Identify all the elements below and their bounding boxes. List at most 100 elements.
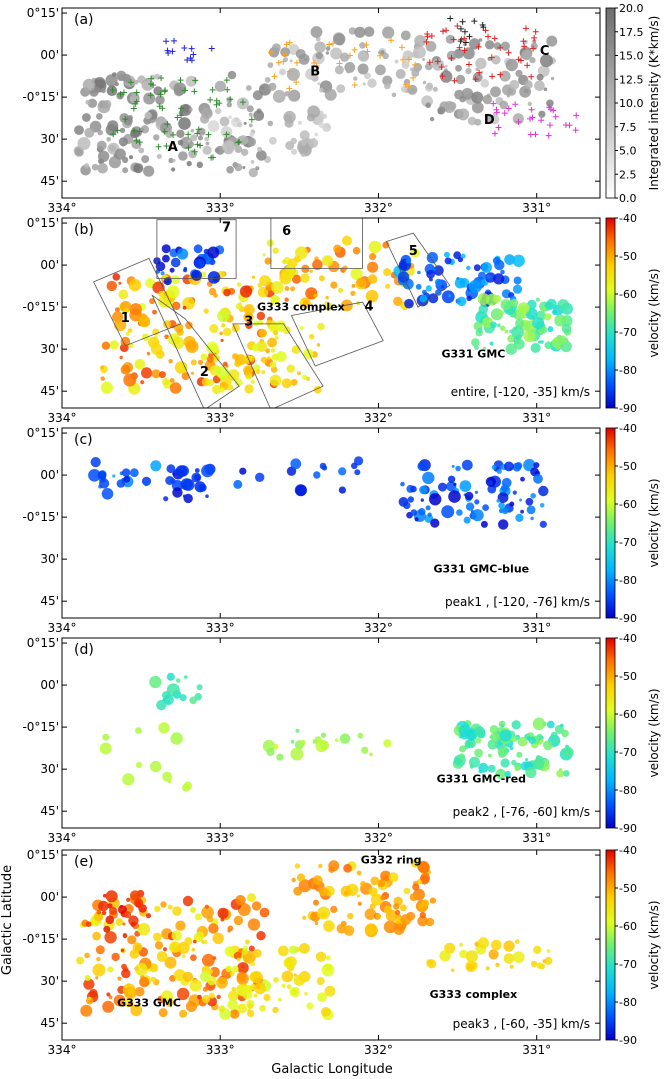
clump-marker-blue xyxy=(188,45,195,52)
emission-blob xyxy=(84,974,91,982)
clump-marker-C xyxy=(438,63,445,70)
emission-group xyxy=(76,859,553,1021)
emission-blob xyxy=(97,150,110,162)
emission-blob xyxy=(100,88,106,94)
emission-blob xyxy=(417,461,427,471)
velocity-range-annotation: peak1 , [-120, -76] km/s xyxy=(445,595,590,609)
emission-blob xyxy=(530,493,536,499)
x-tick-label: 333° xyxy=(206,621,235,635)
emission-blob xyxy=(336,84,346,93)
emission-blob xyxy=(228,990,239,1002)
emission-blob xyxy=(286,68,300,81)
emission-blob xyxy=(445,34,455,44)
clump-marker-black xyxy=(479,21,486,28)
panel-c: 334° 333° 332° 331° 0°15' 00' -0°15' 30' 45' (c) G… xyxy=(22,422,661,635)
emission-blob xyxy=(504,329,509,334)
emission-blob xyxy=(84,952,90,959)
emission-blob xyxy=(498,502,505,509)
emission-blob xyxy=(405,258,411,264)
emission-blob xyxy=(441,290,455,304)
colorbar-tick-label: -40 xyxy=(619,422,637,435)
emission-blob xyxy=(357,63,369,75)
emission-blob xyxy=(169,943,179,953)
region-label: G331 GMC-red xyxy=(437,773,526,786)
emission-blob xyxy=(455,465,461,472)
emission-blob xyxy=(130,1004,143,1017)
emission-blob xyxy=(339,733,351,744)
emission-blob xyxy=(456,296,467,307)
colorbar-label: velocity (km/s) xyxy=(647,478,661,567)
emission-blob xyxy=(448,294,452,298)
emission-blob xyxy=(185,75,197,87)
emission-blob xyxy=(243,312,254,323)
region-label: 3 xyxy=(244,315,253,330)
emission-blob xyxy=(256,341,267,352)
emission-blob xyxy=(239,467,247,475)
emission-blob xyxy=(155,95,165,105)
emission-blob xyxy=(503,940,515,952)
emission-blob xyxy=(202,986,208,992)
region-box-5 xyxy=(385,232,451,308)
emission-blob xyxy=(375,64,386,76)
clump-marker-B xyxy=(271,73,278,80)
emission-blob xyxy=(265,287,270,291)
emission-blob xyxy=(346,68,351,74)
emission-blob xyxy=(149,963,159,973)
emission-blob xyxy=(284,297,289,302)
emission-blob xyxy=(505,343,517,355)
emission-blob xyxy=(274,335,279,340)
clump-marker-C xyxy=(520,38,527,45)
emission-blob xyxy=(238,135,249,146)
clump-marker-C xyxy=(530,45,537,52)
colorbar-tick-label: -90 xyxy=(619,402,637,415)
y-tick-label: -0°15' xyxy=(22,720,59,734)
emission-blob xyxy=(291,345,301,354)
clump-marker-black xyxy=(457,38,464,45)
emission-blob xyxy=(512,951,525,963)
emission-blob xyxy=(74,125,84,135)
emission-blob xyxy=(316,343,321,347)
emission-blob xyxy=(206,355,214,363)
clump-marker-black xyxy=(461,28,468,35)
clump-marker-C xyxy=(443,27,450,34)
panel-frame xyxy=(61,427,601,619)
region-label: B xyxy=(310,64,320,79)
region-box-7 xyxy=(156,219,237,279)
emission-blob xyxy=(299,739,306,746)
clump-marker-C xyxy=(522,25,529,32)
x-tick-label: 334° xyxy=(48,1043,77,1057)
colorbar-tick-label: -80 xyxy=(619,364,637,377)
emission-blob xyxy=(189,696,197,705)
emission-blob xyxy=(513,338,525,350)
emission-blob xyxy=(434,278,442,286)
emission-blob xyxy=(481,262,492,273)
emission-blob xyxy=(354,456,364,466)
emission-blob xyxy=(235,895,246,906)
emission-blob xyxy=(242,945,248,952)
emission-blob xyxy=(269,374,282,387)
emission-blob xyxy=(382,52,389,60)
emission-blob xyxy=(351,284,356,288)
emission-blob xyxy=(214,80,226,92)
clump-marker-D xyxy=(532,131,539,138)
emission-blob xyxy=(182,478,195,491)
emission-blob xyxy=(444,64,448,68)
emission-blob xyxy=(417,915,428,927)
emission-blob xyxy=(290,739,295,744)
emission-blob xyxy=(167,904,173,910)
emission-blob xyxy=(258,328,268,338)
emission-blob xyxy=(201,906,214,919)
clump-marker-A xyxy=(114,127,121,134)
emission-blob xyxy=(190,371,194,375)
emission-blob xyxy=(125,331,130,336)
emission-blob xyxy=(233,951,242,960)
emission-blob xyxy=(429,897,436,904)
x-tick-label: 332° xyxy=(364,1043,393,1057)
emission-blob xyxy=(154,941,164,950)
emission-blob xyxy=(127,988,135,996)
emission-blob xyxy=(189,979,202,992)
emission-blob xyxy=(533,473,543,484)
clump-marker-D xyxy=(495,124,502,131)
emission-blob xyxy=(175,678,181,683)
emission-blob xyxy=(263,993,271,1002)
